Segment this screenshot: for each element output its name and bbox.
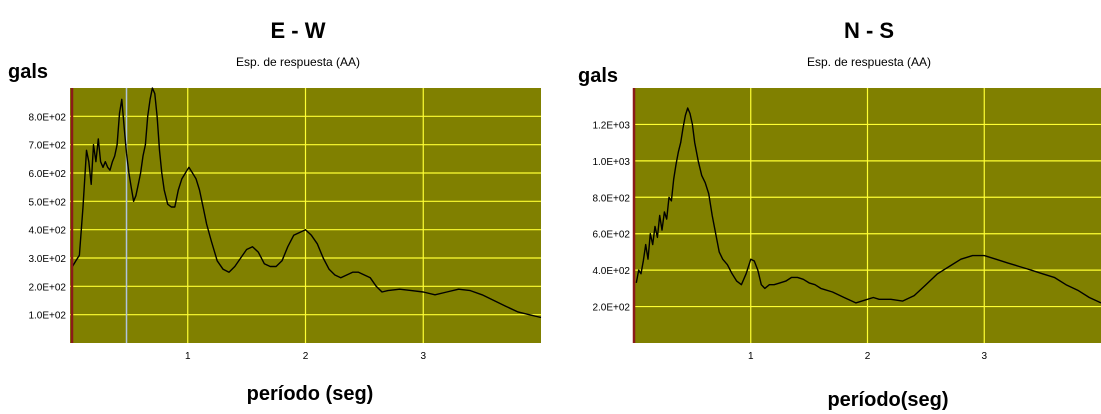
chart-ns-ytick-label: 2.0E+02 [592,303,630,314]
chart-ew-ylabel: gals [8,61,48,83]
chart-ns-ytick-label: 6.0E+02 [592,230,630,241]
chart-ew-xtick-label: 3 [420,351,426,362]
chart-ew-series-line [71,87,542,319]
chart-ns-subtitle: Esp. de respuesta (AA) [807,55,931,69]
chart-ew-ytick-label: 5.0E+02 [28,197,66,208]
chart-ew-ytick-label: 8.0E+02 [28,112,66,123]
chart-ew-ytick-label: 2.0E+02 [28,282,66,293]
chart-ns-ytick-label: 1.2E+03 [592,120,630,131]
chart-ew-ytick-label: 3.0E+02 [28,254,66,265]
chart-ns: N - S Esp. de respuesta (AA) gals períod… [578,18,1101,411]
chart-ew-xtick-label: 1 [185,351,191,362]
chart-ew: E - W Esp. de respuesta (AA) gals períod… [8,18,542,405]
chart-ns-xtick-label: 3 [981,351,987,362]
chart-ew-xtick-label: 2 [303,351,309,362]
chart-ew-ytick-label: 6.0E+02 [28,169,66,180]
chart-ns-ytick-label: 8.0E+02 [592,193,630,204]
chart-ew-ytick-label: 7.0E+02 [28,141,66,152]
chart-ew-subtitle: Esp. de respuesta (AA) [236,55,360,69]
chart-ns-series-line [635,107,1101,304]
chart-ew-ytick-label: 1.0E+02 [28,311,66,322]
chart-ns-xtick-label: 1 [748,351,754,362]
chart-ns-xtick-label: 2 [865,351,871,362]
chart-ns-title: N - S [844,18,894,43]
chart-ns-xlabel: período(seg) [827,389,948,411]
chart-ns-ytick-label: 1.0E+03 [592,157,630,168]
chart-ew-title: E - W [271,18,326,43]
chart-ew-xlabel: período (seg) [247,383,374,405]
chart-ew-ytick-label: 4.0E+02 [28,226,66,237]
chart-ns-ytick-label: 4.0E+02 [592,266,630,277]
chart-ns-ylabel: gals [578,65,618,87]
